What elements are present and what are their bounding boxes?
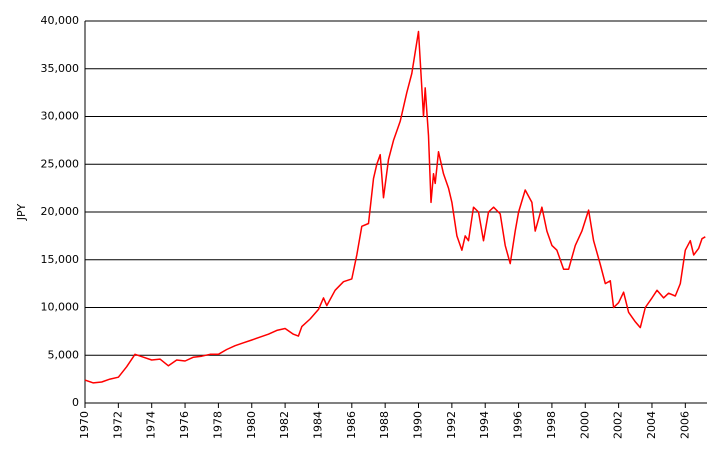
x-tick-label: 2000 (578, 411, 591, 439)
y-tick-label: 15,000 (41, 253, 80, 266)
y-tick-label: 40,000 (41, 14, 80, 27)
y-tick-label: 0 (72, 396, 79, 409)
x-tick-label: 2002 (612, 411, 625, 439)
y-axis-label: JPY (15, 204, 28, 222)
x-tick-label: 1972 (111, 411, 124, 439)
y-tick-label: 30,000 (41, 110, 80, 123)
x-tick-label: 1976 (178, 411, 191, 439)
x-tick-label: 1998 (545, 411, 558, 439)
x-tick-label: 1970 (78, 411, 91, 439)
y-tick-label: 20,000 (41, 205, 80, 218)
x-tick-label: 1980 (245, 411, 258, 439)
x-tick-label: 1988 (378, 411, 391, 439)
y-tick-label: 10,000 (41, 301, 80, 314)
x-tick-label: 1974 (145, 411, 158, 439)
x-tick-label: 1978 (211, 411, 224, 439)
x-tick-label: 2004 (645, 411, 658, 439)
y-tick-label: 5,000 (48, 348, 80, 361)
x-tick-label: 1996 (512, 411, 525, 439)
x-tick-label: 1990 (412, 411, 425, 439)
x-tick-label: 1992 (445, 411, 458, 439)
price-line (84, 30, 706, 384)
x-tick-label: 1994 (478, 411, 491, 439)
x-tick-label: 1982 (278, 411, 291, 439)
y-tick-label: 25,000 (41, 157, 80, 170)
x-tick-label: 2006 (678, 411, 691, 439)
x-tick-label: 1984 (311, 411, 324, 439)
x-tick-label: 1986 (345, 411, 358, 439)
y-tick-label: 35,000 (41, 62, 80, 75)
